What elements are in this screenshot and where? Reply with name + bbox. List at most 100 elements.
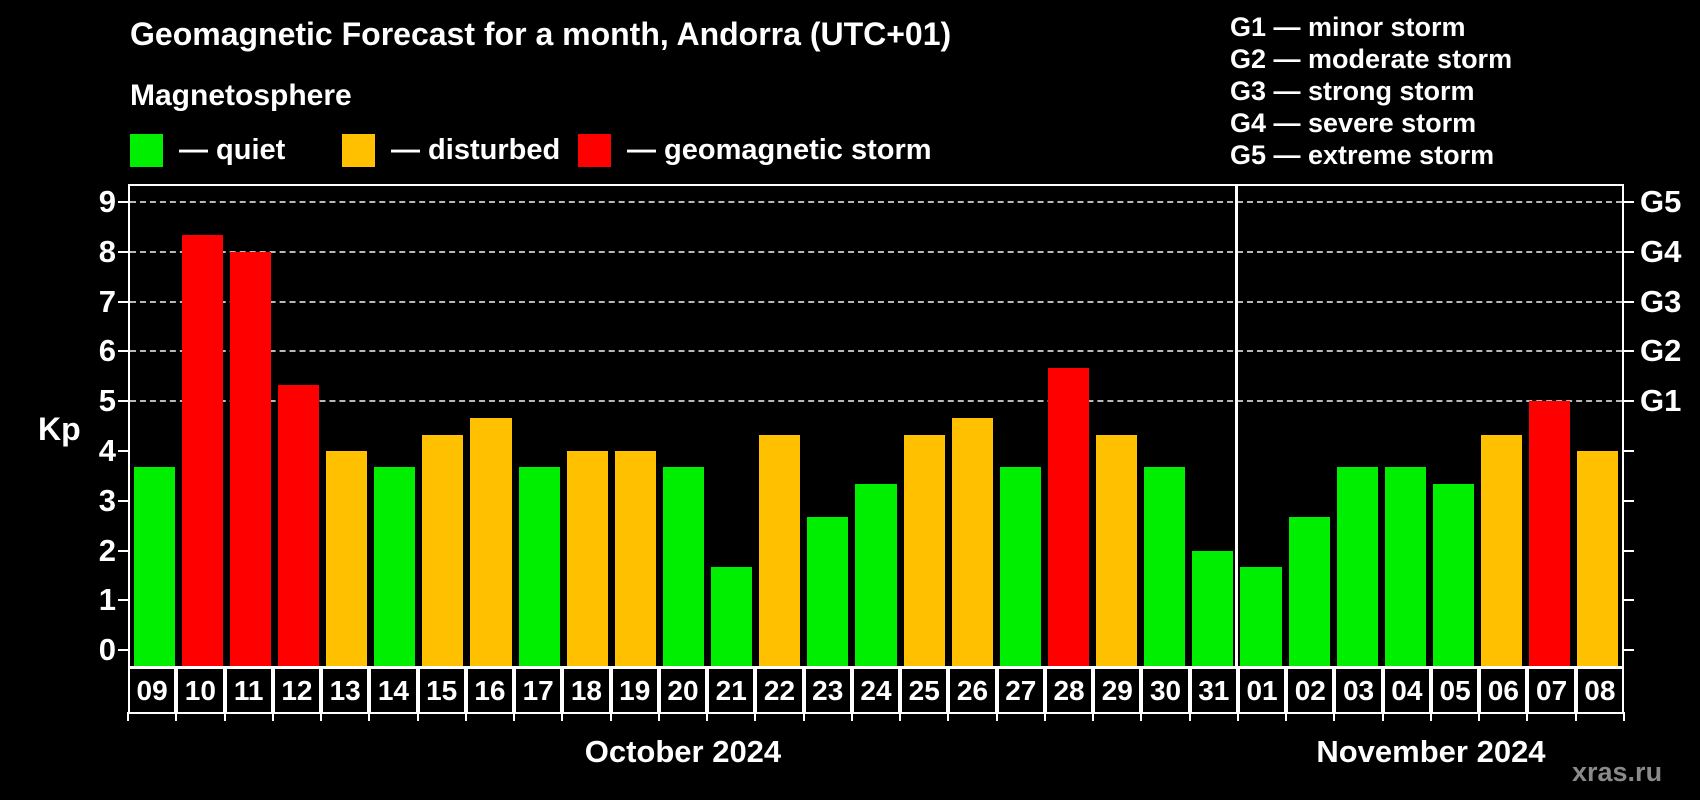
day-boundary-tick [1429, 712, 1432, 721]
day-boundary-tick [1526, 712, 1529, 721]
kp-bar [1529, 401, 1571, 666]
left-axis-tick [118, 499, 128, 502]
legend-item-quiet: — quiet [130, 133, 285, 167]
day-label: 08 [1575, 667, 1624, 714]
left-axis-tick [118, 201, 128, 203]
day-label: 10 [176, 667, 225, 714]
day-label: 31 [1189, 667, 1238, 714]
day-label: 27 [996, 667, 1045, 714]
kp-bar [1432, 484, 1475, 666]
storm-scale-legend: G1 — minor storm G2 — moderate storm G3 … [1230, 11, 1512, 171]
day-label: 21 [707, 667, 756, 714]
day-label: 11 [224, 667, 273, 714]
kp-bar [855, 484, 897, 666]
day-label: 12 [272, 667, 322, 714]
kp-bar [1240, 567, 1282, 666]
day-label: 05 [1430, 667, 1480, 714]
legend-label-disturbed: — disturbed [391, 133, 561, 166]
day-label: 22 [755, 667, 804, 714]
gridline-kp-9 [130, 201, 1622, 203]
chart-subtitle: Magnetosphere [130, 79, 352, 112]
right-axis-tick [1624, 300, 1634, 303]
right-axis-tick [1624, 400, 1634, 403]
day-boundary-tick [995, 712, 998, 721]
kp-bar [326, 451, 368, 666]
day-boundary-tick [947, 712, 950, 721]
day-label: 25 [900, 667, 949, 714]
day-boundary-tick [802, 712, 805, 721]
day-boundary-tick [609, 712, 612, 721]
kp-bar [1047, 367, 1090, 666]
kp-tick-label: 2 [98, 532, 116, 568]
day-label: 06 [1479, 667, 1528, 714]
kp-bar [1192, 550, 1234, 666]
kp-bar [229, 251, 271, 666]
day-label: 28 [1044, 667, 1094, 714]
day-boundary-tick [899, 712, 902, 721]
kp-bar [422, 434, 464, 666]
g-scale-label: G4 [1640, 233, 1682, 269]
plot-area [128, 184, 1624, 668]
right-axis-tick [1624, 350, 1634, 353]
kp-bar [374, 467, 416, 666]
day-label: 26 [948, 667, 997, 714]
kp-bar [1384, 467, 1426, 666]
storm-scale-line-g4: G4 — severe storm [1230, 108, 1477, 138]
day-label: 09 [128, 667, 177, 714]
kp-bar [1096, 434, 1138, 666]
day-boundary-tick [127, 712, 129, 721]
kp-bar [1481, 434, 1523, 666]
g-scale-label: G5 [1640, 184, 1682, 219]
kp-bar [1336, 467, 1378, 666]
kp-bar [470, 417, 512, 666]
day-boundary-tick [416, 712, 419, 721]
kp-bar [759, 434, 801, 666]
right-axis-tick [1624, 499, 1634, 502]
kp-bar [614, 451, 656, 666]
gridline-kp-7 [130, 300, 1622, 303]
kp-tick-label: 1 [98, 582, 116, 618]
left-axis-tick [118, 250, 128, 253]
day-label: 17 [514, 667, 563, 714]
kp-bar [1144, 467, 1186, 666]
day-boundary-tick [657, 712, 660, 721]
kp-bar [999, 467, 1041, 666]
kp-tick-label: 3 [98, 482, 116, 518]
day-label: 29 [1093, 667, 1142, 714]
right-axis-tick [1624, 549, 1634, 552]
kp-tick-label: 9 [98, 184, 116, 219]
storm-scale-line-g3: G3 — strong storm [1230, 76, 1475, 106]
legend-label-storm: — geomagnetic storm [627, 133, 932, 166]
kp-bar [518, 467, 560, 666]
day-boundary-tick [754, 712, 757, 721]
day-label: 03 [1334, 667, 1383, 714]
left-axis-tick [118, 400, 128, 403]
watermark: xras.ru [1572, 757, 1663, 787]
chart-title: Geomagnetic Forecast for a month, Andorr… [130, 16, 952, 52]
day-boundary-tick [1285, 712, 1288, 721]
day-boundary-tick [1478, 712, 1481, 721]
legend-item-storm: — geomagnetic storm [578, 133, 932, 167]
gridline-kp-6 [130, 350, 1622, 353]
right-axis-tick [1624, 599, 1634, 602]
kp-bar [807, 517, 849, 666]
day-boundary-tick [850, 712, 853, 721]
kp-bar [711, 567, 753, 666]
day-label: 19 [610, 667, 659, 714]
left-axis-tick [118, 599, 128, 602]
day-boundary-tick [464, 712, 467, 721]
day-boundary-tick [561, 712, 564, 721]
day-label: 16 [465, 667, 515, 714]
kp-bar [1288, 517, 1330, 666]
g-scale-label: G2 [1640, 333, 1682, 369]
day-label: 04 [1382, 667, 1431, 714]
day-boundary-tick [1381, 712, 1384, 721]
day-boundary-tick [513, 712, 516, 721]
kp-tick-label: 8 [98, 233, 116, 269]
day-boundary-tick [1333, 712, 1336, 721]
day-boundary-tick [320, 712, 323, 721]
kp-bar [662, 467, 705, 666]
day-label: 14 [369, 667, 418, 714]
day-boundary-tick [1043, 712, 1046, 721]
day-label: 02 [1286, 667, 1335, 714]
